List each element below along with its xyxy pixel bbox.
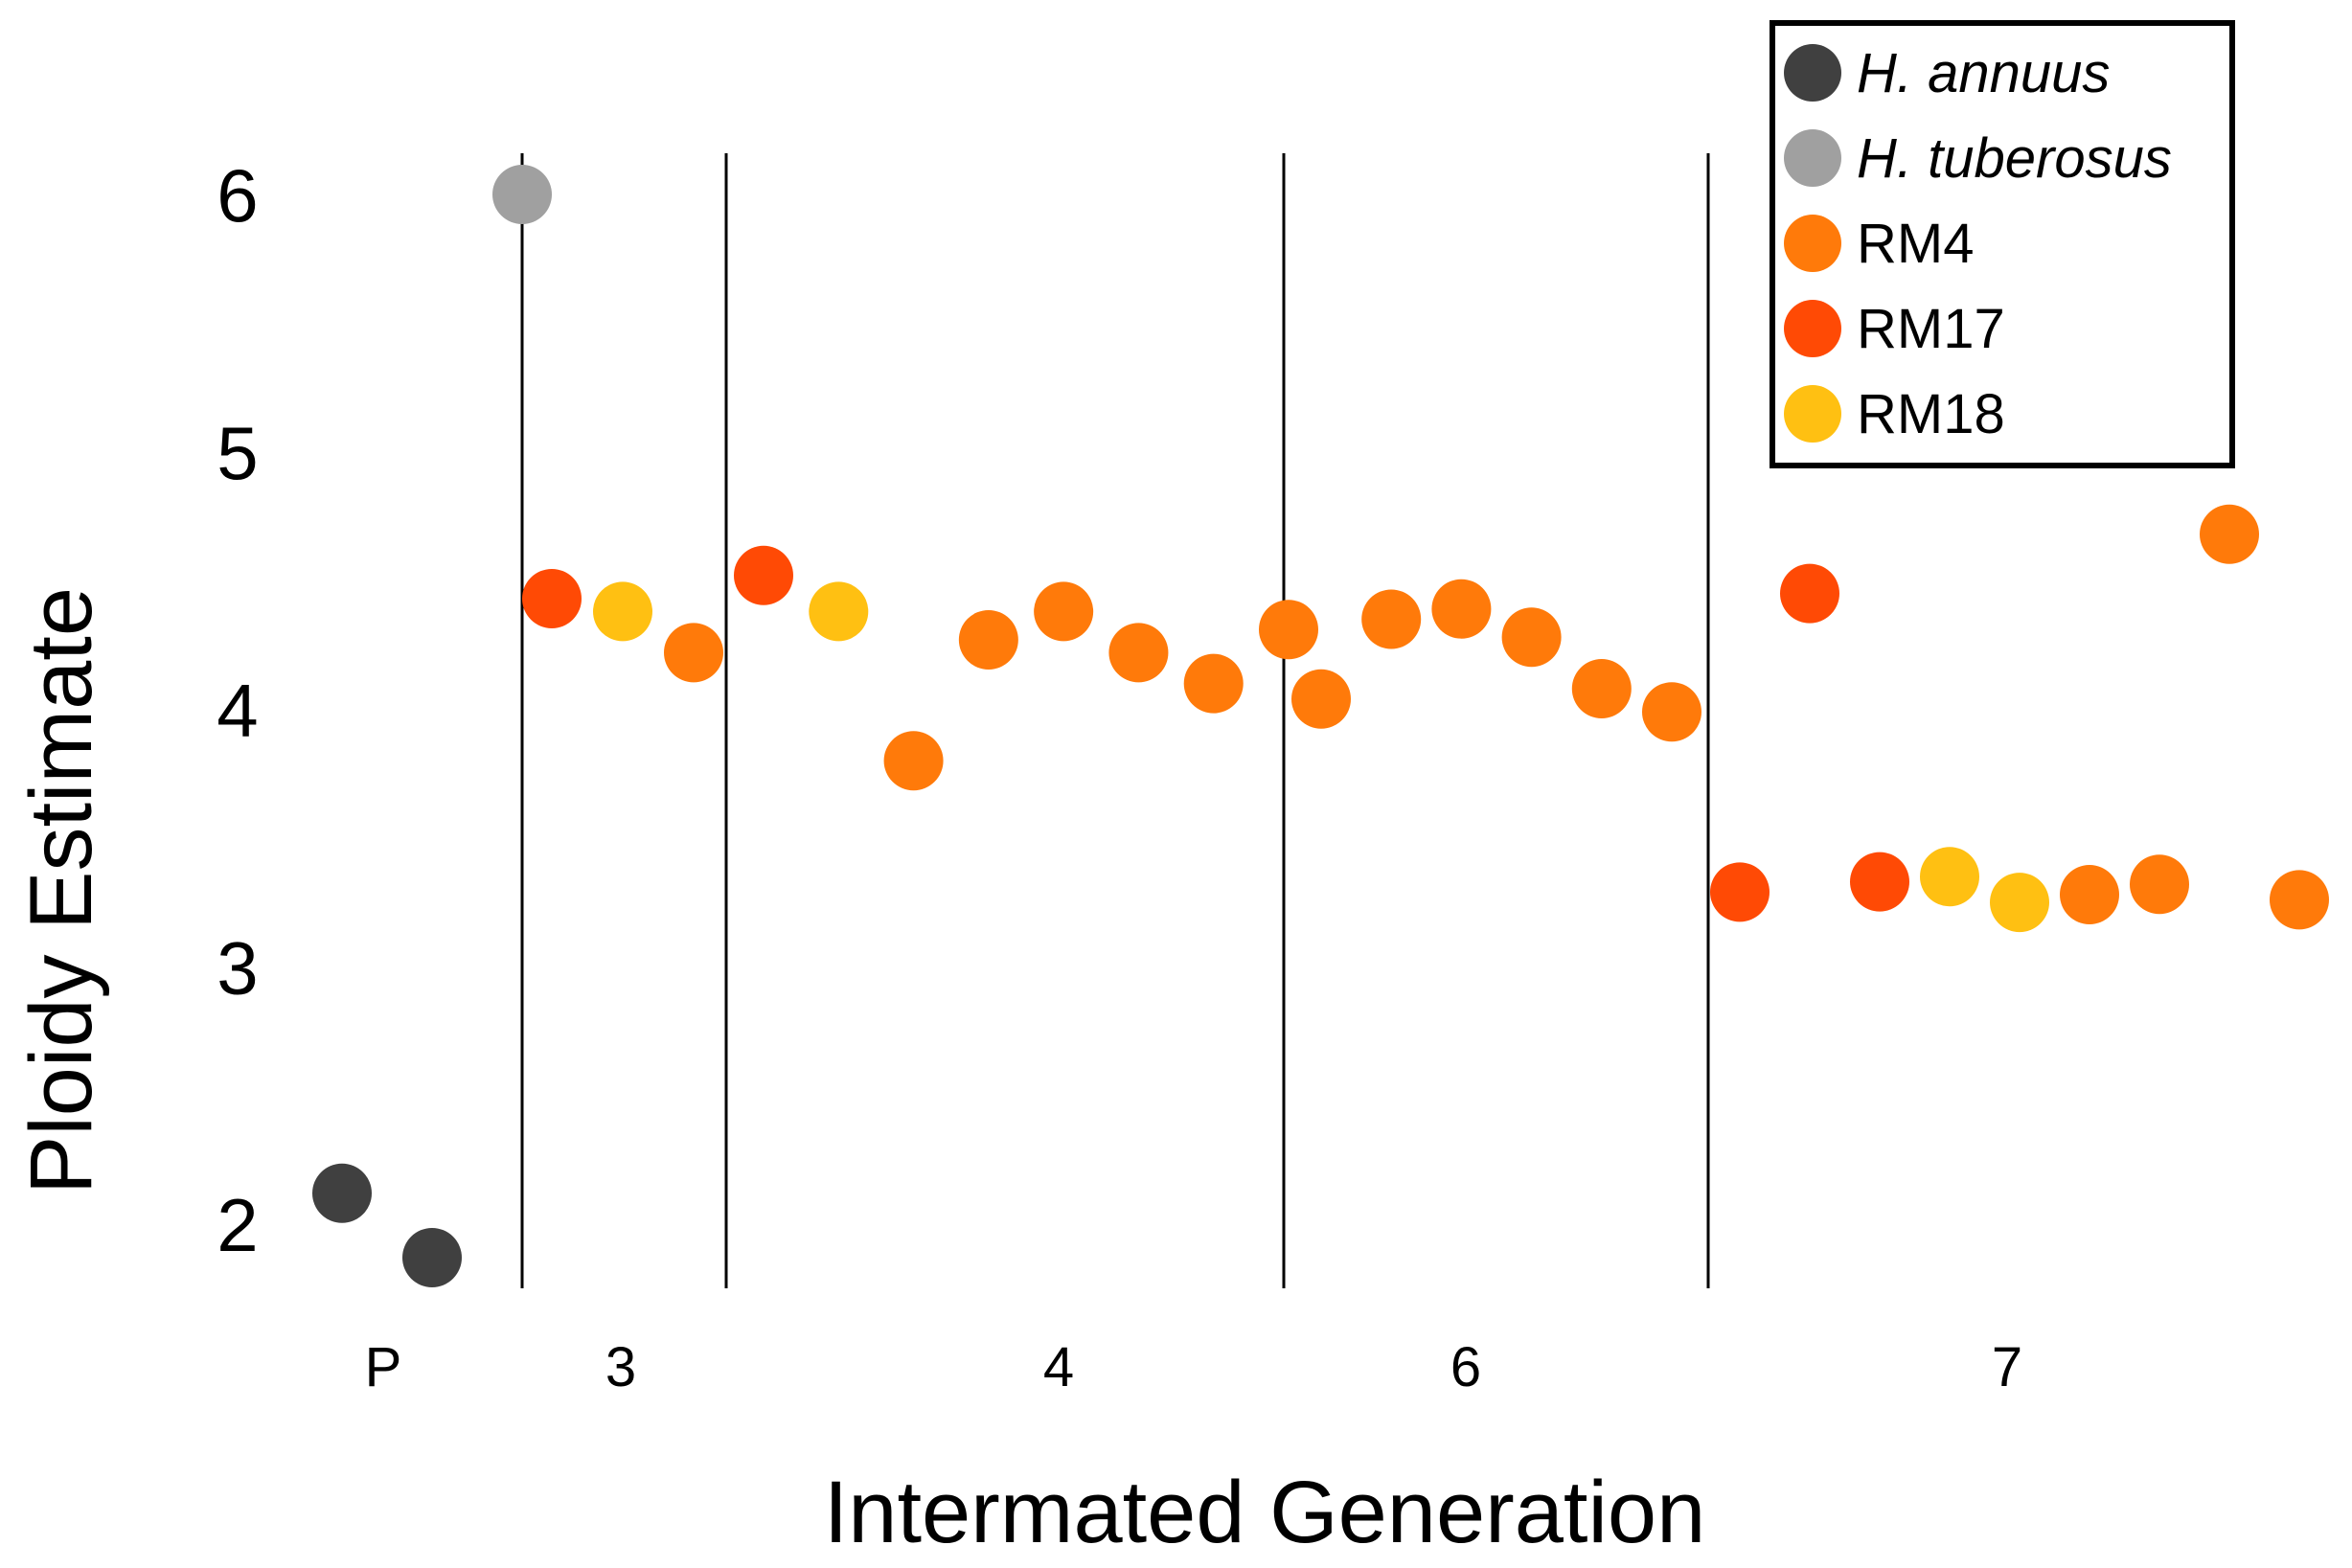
legend-label: H. tuberosus <box>1857 127 2172 190</box>
data-point <box>593 581 652 642</box>
legend-label: RM18 <box>1857 383 2005 445</box>
x-axis-label: Intermated Generation <box>824 1464 1706 1561</box>
y-tick-label: 3 <box>217 925 258 1010</box>
data-point <box>1291 669 1351 729</box>
data-point <box>1259 600 1318 660</box>
legend-marker <box>1784 129 1841 187</box>
data-point <box>1780 563 1839 624</box>
data-point <box>1642 682 1701 742</box>
data-point <box>734 545 793 605</box>
legend-marker <box>1784 385 1841 443</box>
data-point <box>312 1163 372 1223</box>
y-tick-label: 5 <box>217 411 258 495</box>
data-point <box>1431 579 1492 639</box>
group-separators <box>520 153 1710 1288</box>
data-point <box>1501 607 1562 668</box>
data-point <box>1710 862 1770 922</box>
data-point <box>1361 589 1422 649</box>
legend-marker <box>1784 215 1841 272</box>
legend-label: RM17 <box>1857 298 2005 360</box>
data-point <box>2200 504 2259 564</box>
legend-marker <box>1784 44 1841 102</box>
data-point <box>522 568 582 628</box>
data-point <box>809 581 869 642</box>
data-point <box>1920 847 1979 907</box>
x-group-label: 4 <box>1043 1336 1074 1398</box>
x-group-label: 6 <box>1450 1336 1481 1398</box>
data-point <box>2270 870 2329 930</box>
data-point <box>883 731 944 791</box>
data-point <box>664 623 723 683</box>
data-point <box>2130 854 2189 915</box>
x-group-label: 3 <box>605 1336 636 1398</box>
y-tick-label: 2 <box>217 1183 258 1267</box>
legend-label: H. annuus <box>1857 42 2110 104</box>
x-group-label: 7 <box>1992 1336 2022 1398</box>
legend-marker <box>1784 300 1841 357</box>
y-axis-ticks: 2 3 4 5 6 <box>217 153 258 1267</box>
y-tick-label: 6 <box>217 153 258 238</box>
data-point <box>1108 623 1169 683</box>
data-point <box>2060 865 2119 924</box>
data-point <box>492 165 552 224</box>
y-tick-label: 4 <box>217 669 258 753</box>
data-point <box>1850 852 1909 912</box>
data-points <box>312 165 2329 1287</box>
data-point <box>1034 581 1094 642</box>
legend: H. annuus H. tuberosus RM4 RM17 RM18 <box>1770 20 2235 468</box>
data-point <box>1571 659 1632 718</box>
data-point <box>1990 873 2049 933</box>
data-point <box>402 1227 462 1287</box>
legend-box <box>1770 20 2235 468</box>
legend-label: RM4 <box>1857 213 1974 275</box>
x-axis-group-labels: P 3 4 6 7 <box>365 1336 2022 1398</box>
x-group-label: P <box>365 1336 402 1398</box>
data-point <box>1183 653 1244 714</box>
data-point <box>958 609 1018 670</box>
y-axis-label: Ploidy Estimate <box>12 587 110 1194</box>
